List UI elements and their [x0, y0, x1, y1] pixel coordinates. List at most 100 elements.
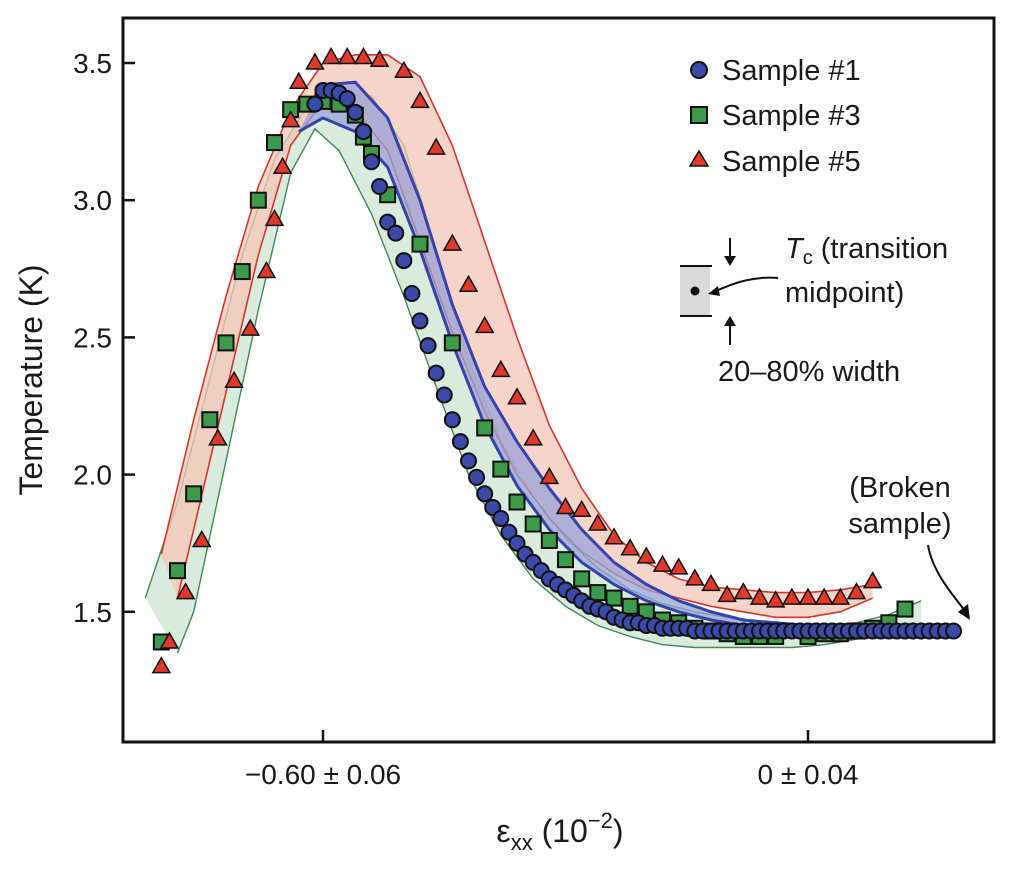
data-point-triangle — [798, 587, 818, 605]
y-axis-label: Temperature (K) — [13, 264, 49, 495]
data-point-triangle — [588, 513, 608, 531]
legend: Sample #1 Sample #3 Sample #5 — [688, 55, 861, 178]
data-point-circle — [427, 364, 445, 382]
data-point-triangle — [280, 110, 301, 128]
data-point-circle — [435, 386, 453, 404]
data-point-circle — [443, 411, 461, 429]
broken-label-line2: sample) — [848, 508, 951, 540]
data-point-triangle — [620, 538, 640, 556]
data-point-triangle — [426, 137, 446, 155]
data-point-triangle — [668, 557, 689, 575]
data-point-square — [411, 235, 429, 253]
x-axis-label-exponent: −2 — [588, 808, 613, 833]
error-band-blue — [298, 82, 808, 631]
data-point-square — [589, 584, 607, 602]
data-point-circle — [346, 103, 364, 121]
data-point-square — [201, 411, 219, 429]
data-point-square — [443, 334, 461, 352]
data-point-circle — [363, 153, 380, 171]
data-point-triangle — [474, 315, 495, 334]
data-point-circle — [371, 177, 389, 195]
data-point-triangle — [523, 428, 543, 446]
data-point-triangle — [604, 527, 624, 545]
broken-sample-annotation: (Broken sample) — [848, 472, 970, 620]
data-point-circle — [395, 252, 413, 270]
data-point-triangle — [208, 428, 228, 446]
data-point-circle — [460, 452, 477, 470]
data-point-circle — [403, 284, 421, 302]
y-tick-label: 2.5 — [73, 322, 112, 353]
data-point-circle — [338, 90, 356, 108]
tc-annotation: Tc (transition midpoint) 20–80% width — [680, 233, 948, 388]
data-point-triangle — [224, 370, 244, 389]
data-point-triangle — [458, 274, 479, 293]
data-point-triangle — [652, 554, 673, 572]
data-point-square — [605, 589, 623, 607]
data-point-circle — [387, 224, 405, 242]
data-point-triangle — [765, 590, 786, 608]
data-point-triangle — [571, 499, 592, 518]
data-point-triangle — [749, 587, 770, 605]
data-point-circle — [419, 337, 437, 355]
data-point-triangle — [685, 568, 705, 586]
legend-label: Sample #5 — [722, 146, 861, 178]
data-point-circle — [354, 123, 372, 141]
data-point-circle — [468, 468, 486, 486]
y-axis: 1.5 2.0 2.5 3.0 3.5 — [73, 48, 135, 628]
data-point-triangle — [369, 49, 390, 68]
data-point-triangle — [321, 46, 341, 65]
y-tick-label: 1.5 — [73, 597, 112, 628]
x-axis-label-subscript: xx — [511, 830, 533, 855]
data-point-triangle — [862, 571, 883, 589]
tc-pointer-curve — [713, 276, 779, 293]
data-point-triangle — [507, 387, 527, 405]
data-point-square — [266, 134, 283, 152]
width-label: 20–80% width — [718, 356, 900, 388]
data-point-triangle — [814, 587, 834, 605]
legend-marker-circle — [690, 61, 708, 79]
data-point-triangle — [442, 233, 463, 251]
broken-label-line1: (Broken — [849, 472, 951, 504]
data-point-triangle — [717, 584, 737, 603]
data-point-circle — [945, 622, 962, 640]
legend-label: Sample #3 — [722, 100, 861, 132]
data-point-circle — [306, 95, 324, 113]
data-point-triangle — [539, 466, 560, 485]
data-point-square — [621, 597, 639, 615]
data-point-square — [492, 460, 510, 478]
data-point-triangle — [191, 529, 212, 548]
x-axis-label: εxx (10−2) — [496, 808, 623, 855]
plot-frame — [121, 16, 996, 744]
data-point-circle — [411, 312, 429, 330]
y-tick-label: 2.0 — [73, 460, 112, 491]
data-point-triangle — [555, 497, 576, 515]
data-point-triangle — [272, 156, 293, 175]
legend-item-sample-3: Sample #3 — [690, 100, 861, 132]
arrow-head-down — [724, 256, 736, 266]
data-point-triangle — [733, 582, 754, 600]
tc-marker — [690, 286, 700, 296]
data-point-square — [508, 493, 526, 511]
data-point-square — [476, 419, 494, 437]
data-point-triangle — [394, 60, 414, 78]
y-tick-label: 3.0 — [73, 185, 112, 216]
data-point-square — [557, 551, 574, 569]
data-point-circle — [476, 485, 494, 503]
data-point-triangle — [256, 261, 277, 279]
data-point-square — [249, 191, 267, 209]
data-point-triangle — [305, 52, 325, 70]
x-tick-label: 0 ± 0.04 — [758, 759, 859, 790]
data-point-triangle — [151, 656, 172, 674]
data-point-triangle — [410, 90, 430, 109]
data-points — [151, 46, 962, 674]
broken-pointer-curve — [927, 544, 967, 613]
data-point-triangle — [337, 46, 358, 65]
data-point-square — [896, 600, 914, 618]
data-point-triangle — [701, 573, 721, 592]
tc-label: Tc (transition — [785, 233, 948, 269]
y-tick-label: 3.5 — [73, 48, 112, 79]
data-point-triangle — [782, 587, 802, 605]
data-point-square — [185, 485, 203, 503]
data-point-triangle — [159, 631, 180, 649]
